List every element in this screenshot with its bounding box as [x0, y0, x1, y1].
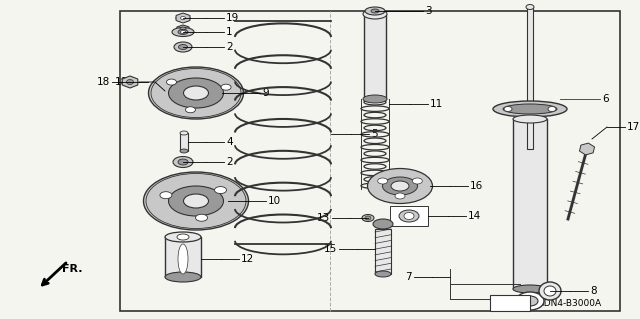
Ellipse shape [493, 101, 567, 117]
Ellipse shape [184, 194, 209, 208]
Ellipse shape [539, 282, 561, 300]
Bar [390, 206, 428, 226]
Ellipse shape [177, 234, 189, 240]
Ellipse shape [548, 107, 556, 112]
Text: 9: 9 [262, 88, 269, 98]
Text: 4: 4 [226, 137, 232, 147]
Ellipse shape [172, 27, 194, 36]
Ellipse shape [165, 232, 201, 242]
Ellipse shape [221, 84, 231, 90]
Ellipse shape [371, 9, 379, 13]
Ellipse shape [404, 212, 414, 219]
Ellipse shape [196, 214, 207, 221]
Ellipse shape [365, 7, 385, 15]
Text: SDN4-B3000A: SDN4-B3000A [538, 299, 601, 308]
Text: 10: 10 [268, 196, 281, 206]
Ellipse shape [363, 9, 387, 19]
Ellipse shape [516, 292, 544, 310]
Text: 17: 17 [627, 122, 640, 132]
Bar [490, 295, 530, 311]
Text: 7: 7 [405, 272, 412, 282]
Text: 2: 2 [226, 42, 232, 52]
Ellipse shape [399, 210, 419, 222]
Ellipse shape [173, 157, 193, 167]
Ellipse shape [544, 286, 556, 296]
Text: 13: 13 [317, 213, 330, 223]
Ellipse shape [362, 214, 374, 221]
Ellipse shape [178, 244, 188, 274]
Text: 15: 15 [324, 244, 337, 254]
Text: 3: 3 [425, 6, 431, 16]
Ellipse shape [373, 219, 393, 229]
Text: 6: 6 [602, 94, 609, 104]
Ellipse shape [184, 86, 209, 100]
Bar [527, 7, 533, 149]
Ellipse shape [180, 17, 186, 19]
Ellipse shape [367, 168, 433, 204]
Ellipse shape [168, 78, 223, 108]
Bar [364, 14, 386, 99]
Bar [513, 119, 547, 289]
Ellipse shape [383, 177, 417, 195]
Ellipse shape [522, 296, 538, 306]
Bar [180, 133, 188, 151]
Ellipse shape [214, 187, 227, 194]
Ellipse shape [165, 272, 201, 282]
Polygon shape [122, 76, 138, 88]
Bar [165, 237, 201, 277]
Text: 1: 1 [226, 27, 232, 37]
Ellipse shape [180, 131, 188, 135]
Ellipse shape [378, 178, 388, 184]
Ellipse shape [168, 186, 223, 216]
Ellipse shape [395, 193, 405, 199]
Ellipse shape [365, 216, 371, 220]
Polygon shape [579, 143, 595, 155]
Text: 16: 16 [470, 181, 483, 191]
Ellipse shape [174, 42, 192, 52]
Ellipse shape [180, 27, 186, 31]
Text: 18: 18 [115, 77, 128, 87]
Ellipse shape [143, 172, 248, 230]
Ellipse shape [503, 104, 557, 114]
Text: 11: 11 [430, 99, 444, 109]
Ellipse shape [176, 14, 190, 22]
Ellipse shape [148, 67, 243, 119]
Ellipse shape [180, 31, 186, 33]
Text: 2: 2 [226, 157, 232, 167]
Ellipse shape [178, 29, 188, 34]
Text: 14: 14 [468, 211, 481, 221]
Ellipse shape [127, 79, 134, 85]
Bar [120, 11, 620, 311]
Ellipse shape [513, 115, 547, 123]
Ellipse shape [412, 178, 422, 184]
Polygon shape [176, 13, 190, 23]
Ellipse shape [526, 4, 534, 10]
Text: 18: 18 [97, 77, 110, 87]
Bar [375, 229, 391, 274]
Ellipse shape [375, 271, 391, 277]
Text: FR.: FR. [62, 264, 83, 274]
Polygon shape [177, 25, 189, 33]
Ellipse shape [180, 149, 188, 153]
Ellipse shape [513, 285, 547, 293]
Text: 5: 5 [371, 129, 378, 139]
Ellipse shape [186, 107, 195, 113]
Text: 12: 12 [241, 254, 254, 264]
Text: 8: 8 [590, 286, 596, 296]
Text: 19: 19 [226, 13, 239, 23]
Ellipse shape [504, 107, 512, 112]
Ellipse shape [363, 95, 387, 103]
Ellipse shape [391, 181, 409, 191]
Ellipse shape [178, 159, 188, 165]
Ellipse shape [166, 79, 177, 85]
Ellipse shape [179, 44, 188, 49]
Ellipse shape [160, 192, 172, 199]
Text: B-29: B-29 [492, 298, 517, 308]
